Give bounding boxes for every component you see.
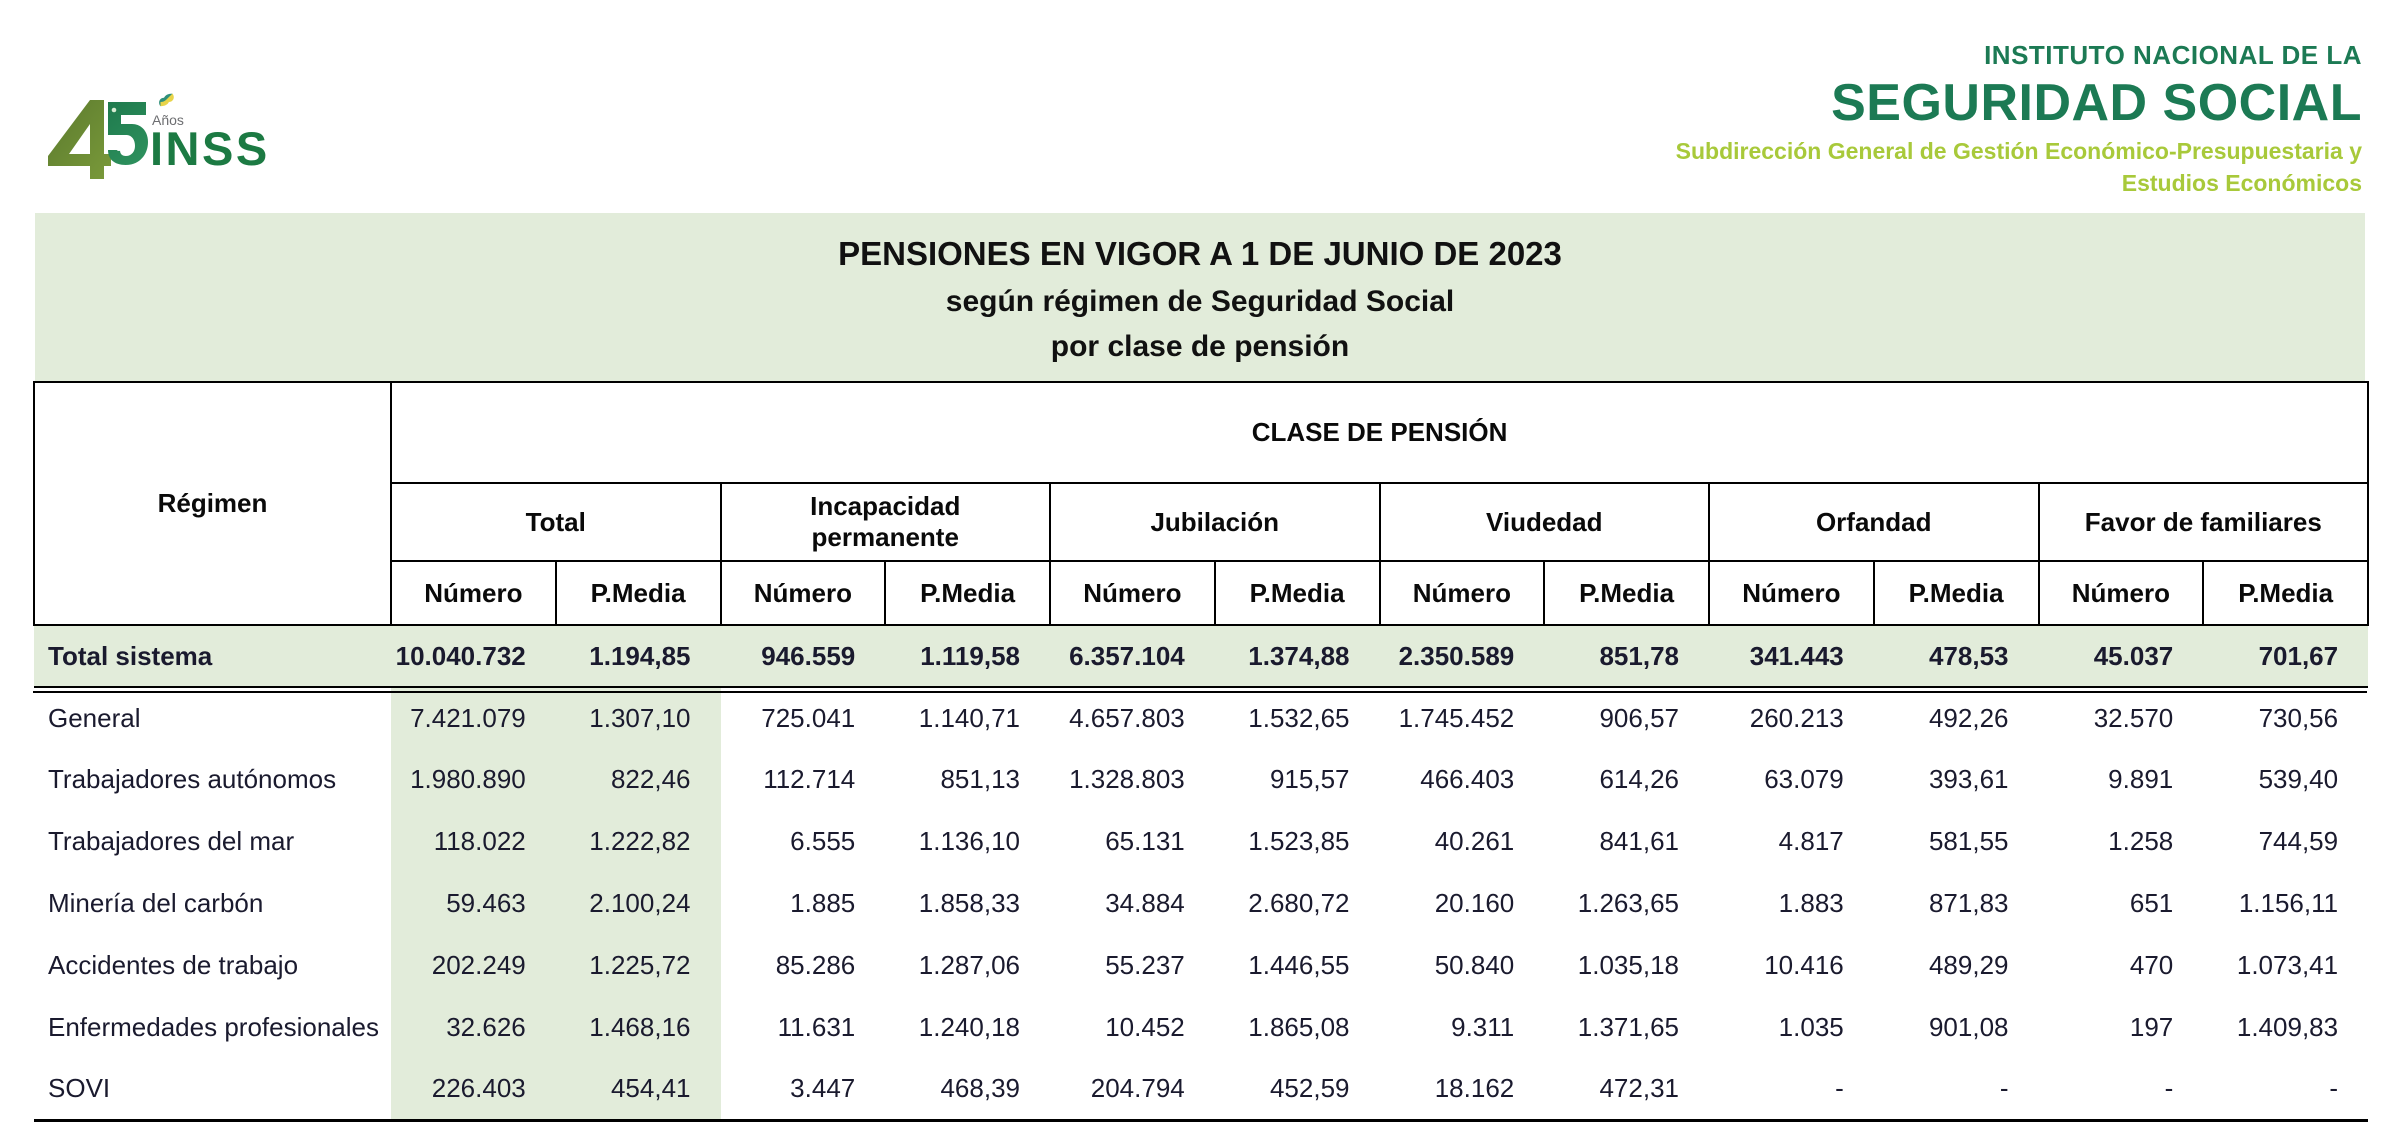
svg-text:INSS: INSS bbox=[150, 122, 270, 175]
